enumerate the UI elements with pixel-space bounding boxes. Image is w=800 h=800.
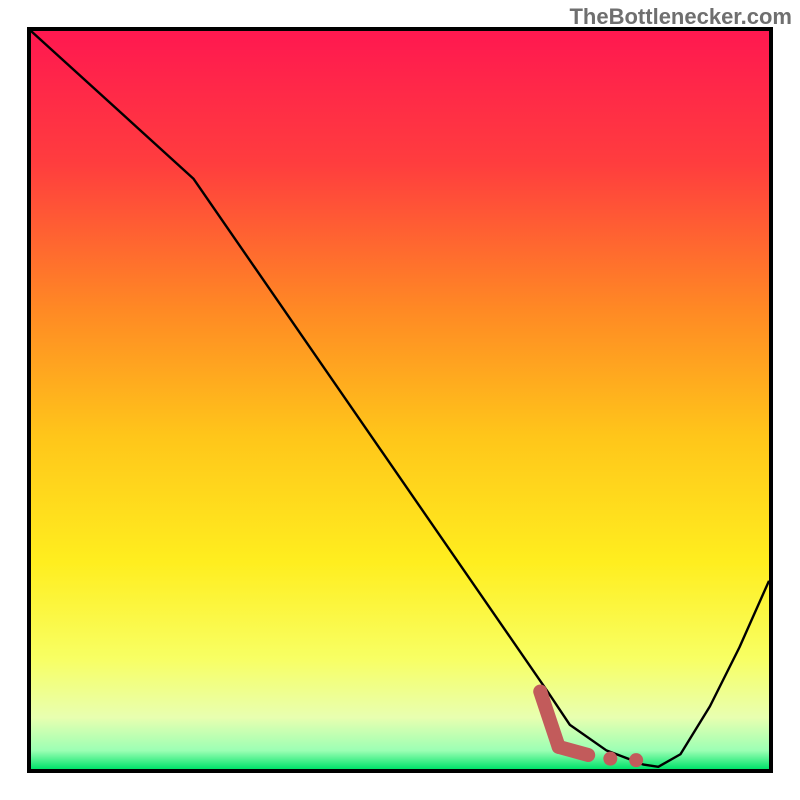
crimson-arm <box>540 692 558 747</box>
crimson-dot <box>629 753 643 767</box>
plot-frame <box>27 27 773 773</box>
watermark-text: TheBottlenecker.com <box>569 4 792 30</box>
crimson-arm <box>559 747 589 755</box>
crimson-dot <box>603 752 617 766</box>
plot-svg <box>31 31 769 769</box>
bottleneck-curve <box>31 31 769 767</box>
chart-container: TheBottlenecker.com <box>0 0 800 800</box>
